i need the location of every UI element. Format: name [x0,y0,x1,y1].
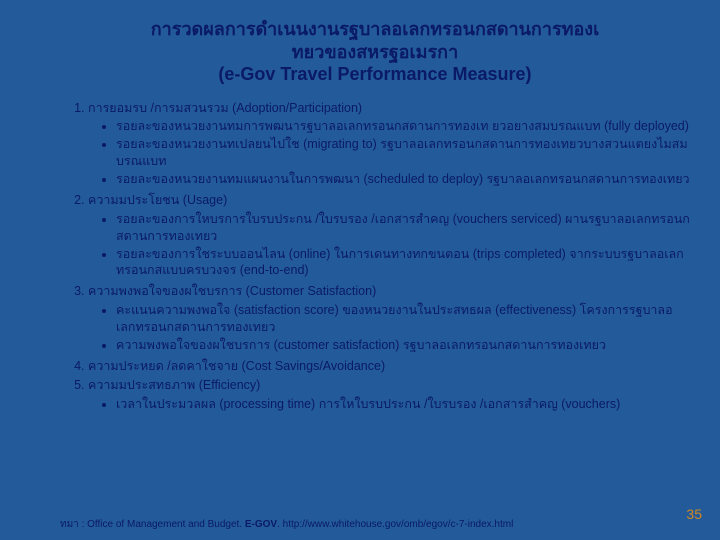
footnote-tail: . http://www.whitehouse.gov/omb/egov/c-7… [277,519,513,530]
list-item: ความมประโยชน (Usage) รอยละของการใหบรการใบ… [88,192,690,279]
sub-list: รอยละของหนวยงานทมการพฒนารฐบาลอเลกทรอนกสด… [88,118,690,188]
title-line1: การวดผลการดำเนนงานรฐบาลอเลกทรอนกสดานการท… [151,19,599,39]
footnote-label: ทมา [60,519,79,530]
numbered-list: การยอมรบ /การมสวนรวม (Adoption/Participa… [60,100,690,413]
sub-list: รอยละของการใหบรการใบรบประกน /ใบรบรอง /เอ… [88,211,690,280]
sub-item: ความพงพอใจของผใชบรการ (customer satisfac… [116,337,690,354]
sub-item: เวลาในประมวลผล (processing time) การใหใบ… [116,396,690,413]
sub-item: รอยละของหนวยงานทมแผนงานในการพฒนา (schedu… [116,171,690,188]
slide-title: การวดผลการดำเนนงานรฐบาลอเลกทรอนกสดานการท… [60,18,690,86]
slide: การวดผลการดำเนนงานรฐบาลอเลกทรอนกสดานการท… [0,0,720,540]
title-line3: (e-Gov Travel Performance Measure) [218,64,531,84]
content-body: การยอมรบ /การมสวนรวม (Adoption/Participa… [60,100,690,413]
sub-list: คะแนนความพงพอใจ (satisfaction score) ของ… [88,302,690,354]
list-item: ความมประสทธภาพ (Efficiency) เวลาในประมวลผ… [88,377,690,413]
item-heading: ความมประโยชน (Usage) [88,192,690,209]
footnote: ทมา : Office of Management and Budget. E… [60,517,660,532]
list-item: ความพงพอใจของผใชบรการ (Customer Satisfac… [88,283,690,354]
list-item: การยอมรบ /การมสวนรวม (Adoption/Participa… [88,100,690,188]
sub-item: รอยละของการใหบรการใบรบประกน /ใบรบรอง /เอ… [116,211,690,245]
item-heading: ความมประสทธภาพ (Efficiency) [88,377,690,394]
sub-item: รอยละของหนวยงานทเปลยนไปใช (migrating to)… [116,136,690,170]
item-heading: ความประหยด /ลดคาใชจาย (Cost Savings/Avoi… [88,358,690,375]
title-line2: ทยวของสหรฐอเมรกา [292,42,458,62]
footnote-text: : Office of Management and Budget. [82,519,245,530]
footnote-bold: E-GOV [245,519,277,530]
item-heading: การยอมรบ /การมสวนรวม (Adoption/Participa… [88,100,690,117]
sub-item: รอยละของการใชระบบออนไลน (online) ในการเด… [116,246,690,280]
page-number: 35 [686,506,702,522]
item-heading: ความพงพอใจของผใชบรการ (Customer Satisfac… [88,283,690,300]
sub-item: คะแนนความพงพอใจ (satisfaction score) ของ… [116,302,690,336]
sub-list: เวลาในประมวลผล (processing time) การใหใบ… [88,396,690,413]
sub-item: รอยละของหนวยงานทมการพฒนารฐบาลอเลกทรอนกสด… [116,118,690,135]
list-item: ความประหยด /ลดคาใชจาย (Cost Savings/Avoi… [88,358,690,375]
